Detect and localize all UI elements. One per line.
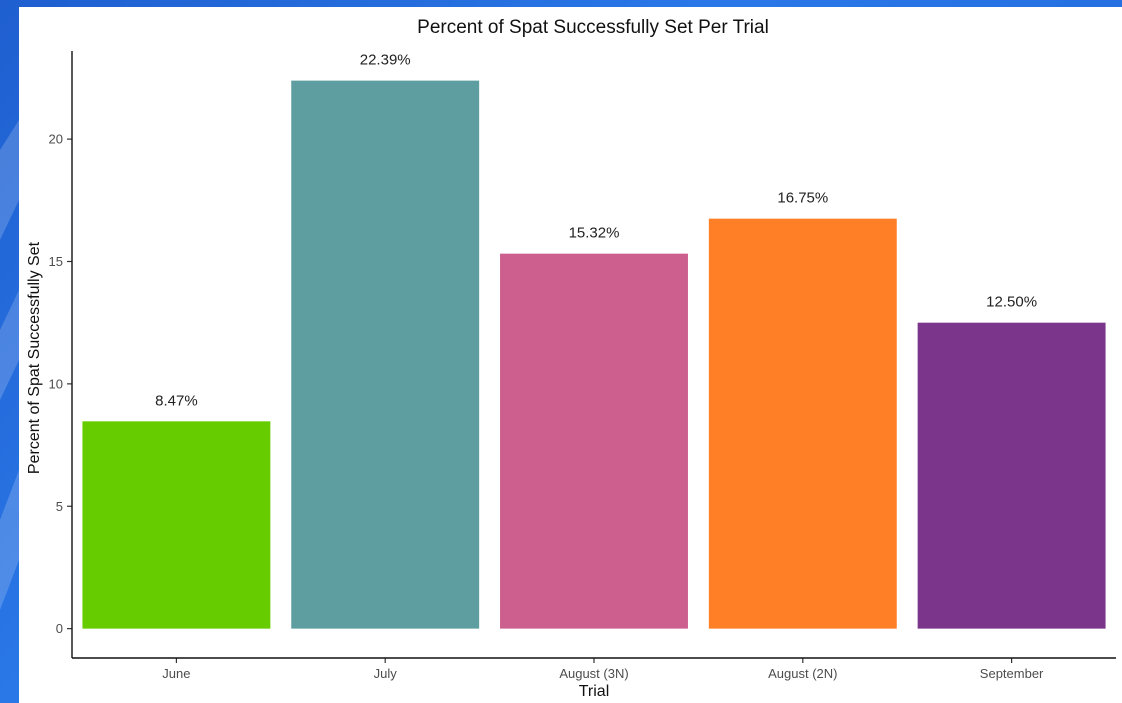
x-axis: June July August (3N) August (2N) September xyxy=(72,657,1116,681)
y-axis-title: Percent of Spat Successfully Set xyxy=(26,241,43,474)
x-tick-label: July xyxy=(374,666,398,681)
x-axis-title: Trial xyxy=(579,683,610,700)
bar-june xyxy=(82,421,271,629)
chart-panel: Percent of Spat Successfully Set Per Tri… xyxy=(19,7,1122,703)
data-label: 12.50% xyxy=(986,294,1037,311)
data-label: 22.39% xyxy=(360,52,411,69)
bars-layer xyxy=(82,80,1106,629)
bar-chart: Percent of Spat Successfully Set Per Tri… xyxy=(26,17,1116,700)
x-tick-label: September xyxy=(980,666,1044,681)
bar-august-2n xyxy=(708,218,897,629)
data-label: 8.47% xyxy=(155,392,198,409)
y-tick-label: 0 xyxy=(56,621,63,636)
bar-july xyxy=(291,80,480,629)
y-axis: 0 5 10 15 20 xyxy=(49,51,73,658)
x-tick-label: August (3N) xyxy=(559,666,628,681)
bar-august-3n xyxy=(500,253,688,629)
y-tick-label: 5 xyxy=(56,499,63,514)
y-tick-label: 10 xyxy=(49,376,63,391)
x-tick-label: August (2N) xyxy=(768,666,837,681)
chart-title: Percent of Spat Successfully Set Per Tri… xyxy=(417,17,769,38)
data-labels-layer: 8.47% 22.39% 15.32% 16.75% 12.50% xyxy=(155,52,1037,410)
bar-september xyxy=(917,322,1106,629)
data-label: 15.32% xyxy=(569,225,620,242)
y-tick-label: 15 xyxy=(49,254,63,269)
data-label: 16.75% xyxy=(777,190,828,207)
x-tick-label: June xyxy=(162,666,190,681)
y-tick-label: 20 xyxy=(49,132,63,147)
